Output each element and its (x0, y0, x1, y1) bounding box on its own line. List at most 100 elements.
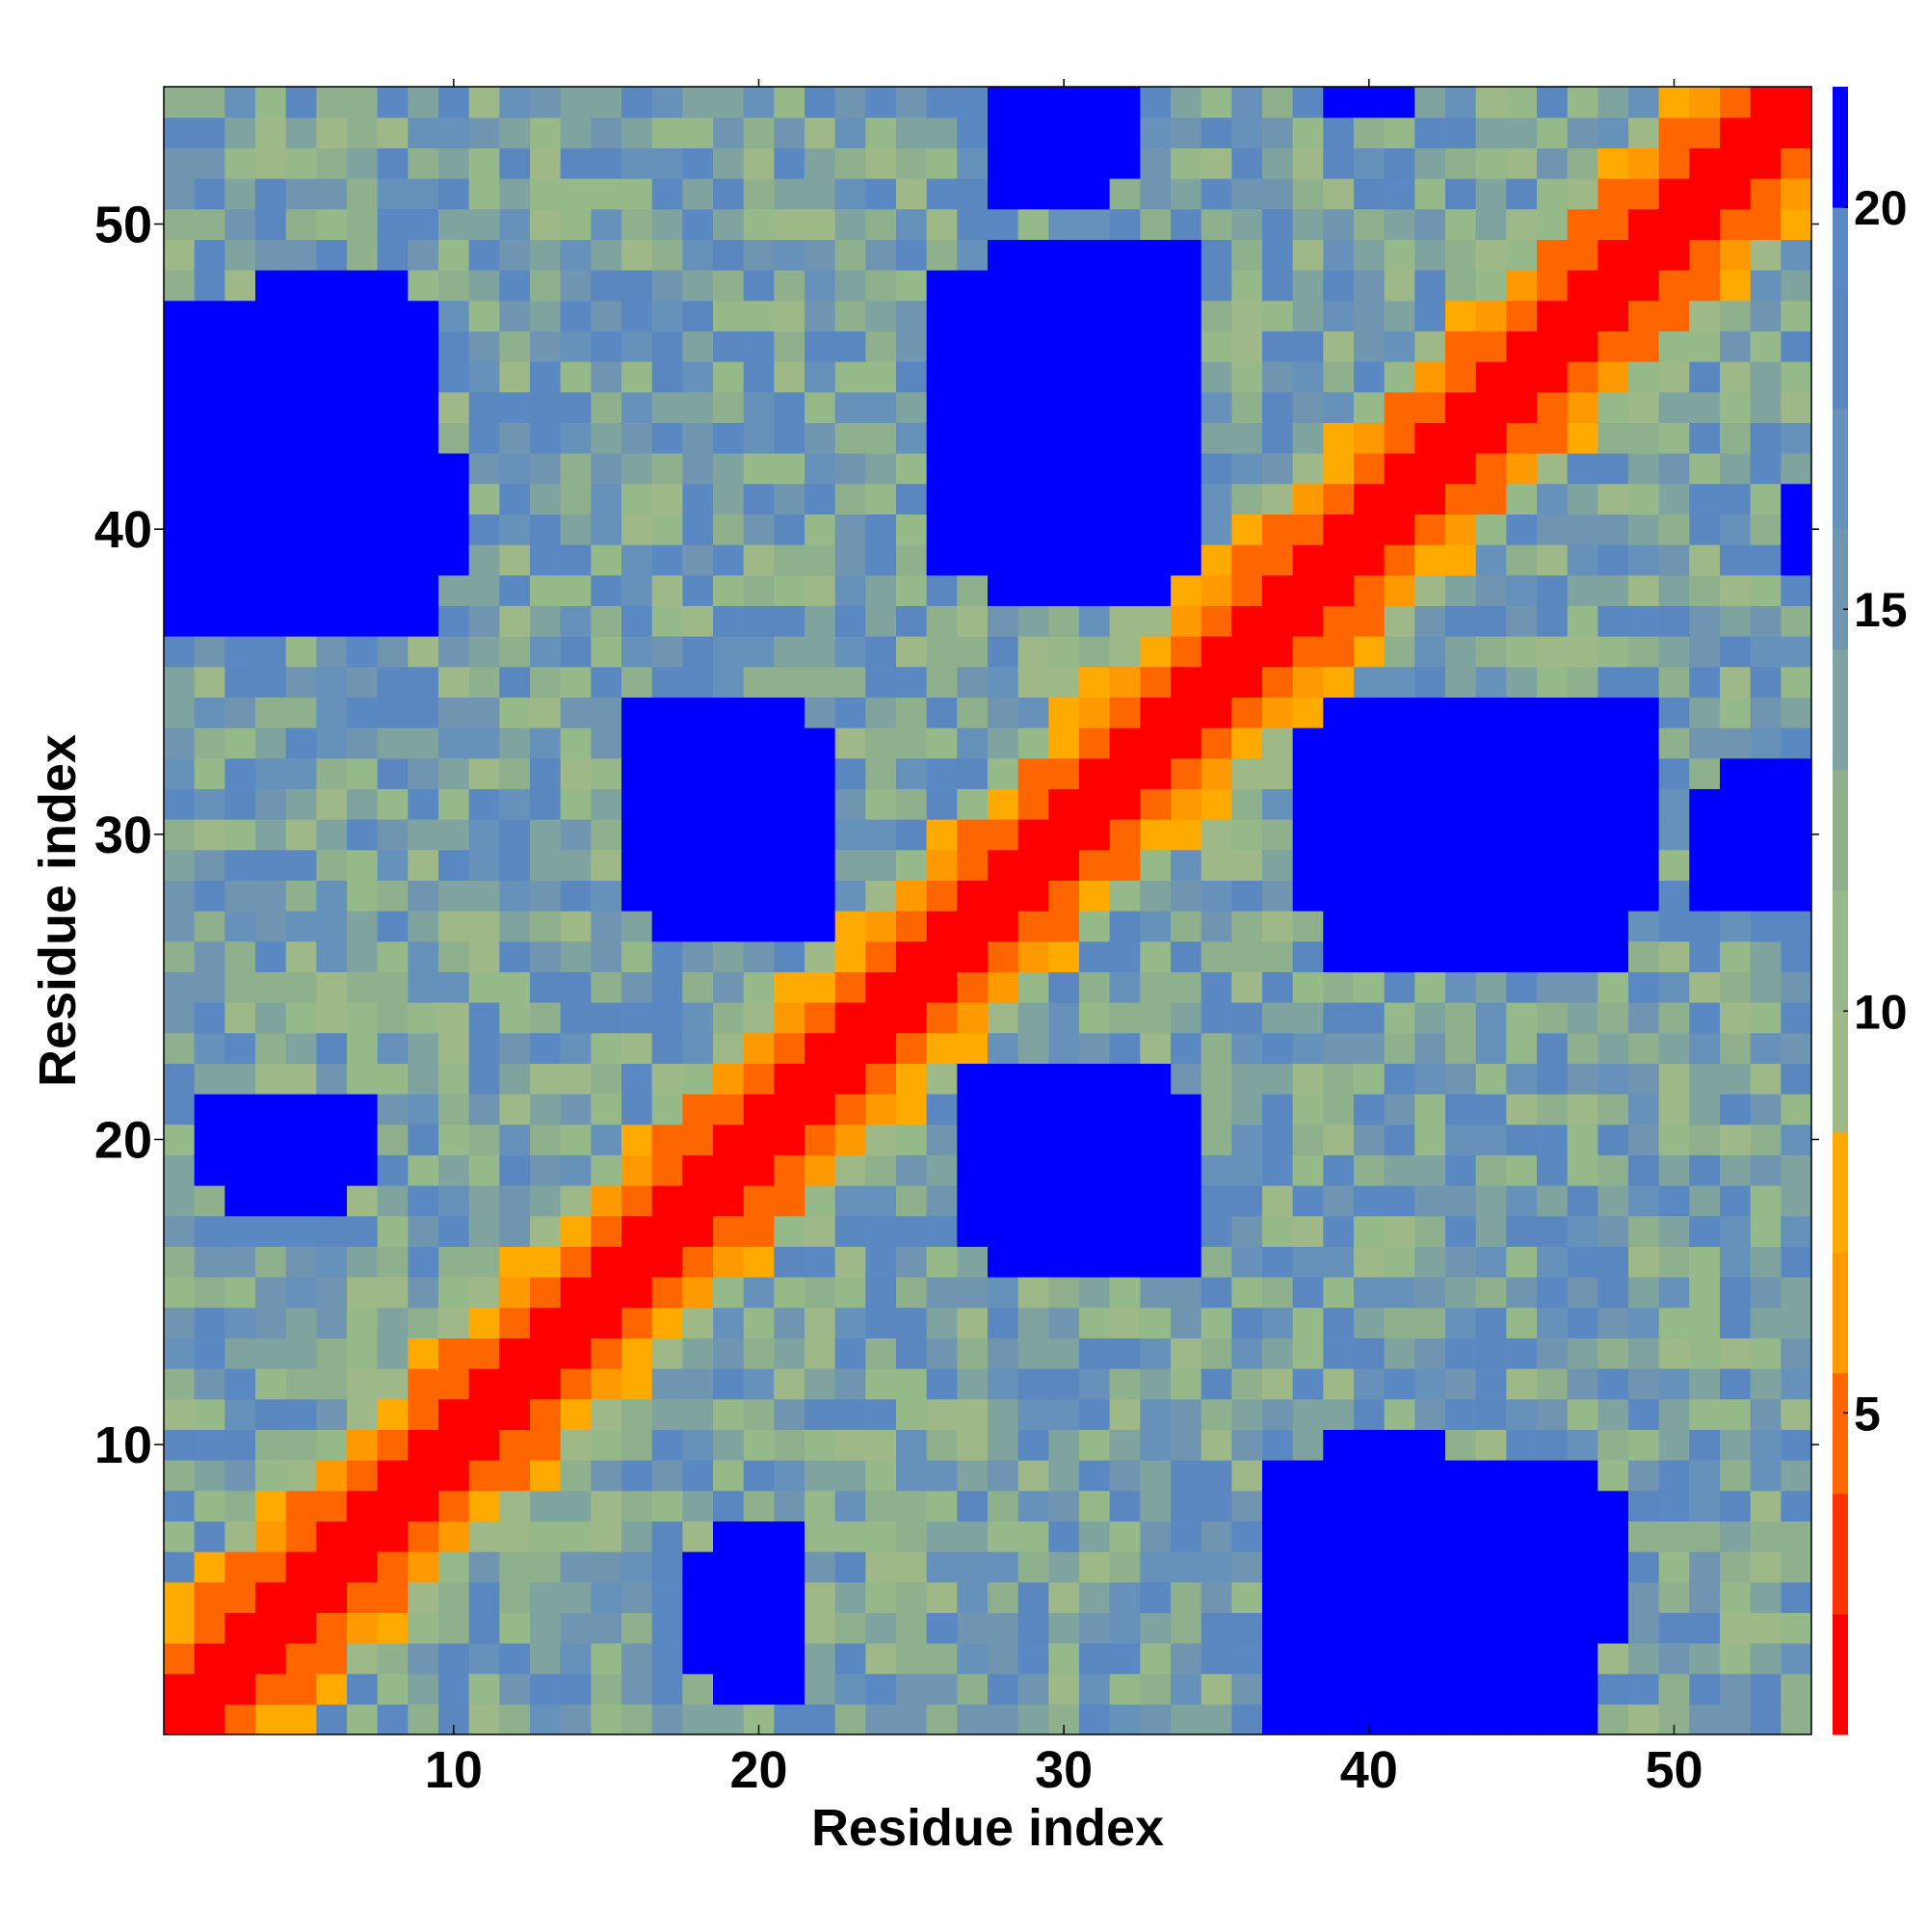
heatmap-cell (1506, 1246, 1538, 1278)
heatmap-cell (1445, 1521, 1477, 1552)
heatmap-cell (530, 239, 562, 271)
heatmap-cell (1323, 483, 1355, 515)
heatmap-cell (438, 1307, 470, 1338)
heatmap-cell (896, 1002, 928, 1034)
heatmap-cell (834, 1063, 866, 1095)
heatmap-cell (1475, 1368, 1507, 1400)
heatmap-cell (713, 849, 745, 881)
heatmap-cell (1628, 453, 1660, 485)
heatmap-cell (560, 1490, 592, 1522)
heatmap-cell (1537, 697, 1569, 728)
heatmap-cell (1628, 605, 1660, 637)
heatmap-cell (224, 514, 256, 545)
heatmap-cell (591, 1277, 622, 1309)
heatmap-cell (499, 1643, 531, 1675)
heatmap-cell (957, 636, 989, 668)
heatmap-cell (805, 208, 836, 240)
heatmap-cell (194, 300, 225, 331)
heatmap-cell (682, 117, 714, 148)
heatmap-cell (1140, 849, 1172, 881)
heatmap-cell (1354, 1490, 1386, 1522)
heatmap-cell (560, 788, 592, 820)
heatmap-cell (834, 1124, 866, 1155)
heatmap-cell (164, 270, 196, 302)
heatmap-cell (1079, 1124, 1111, 1155)
heatmap-cell (468, 757, 500, 789)
heatmap-cell (1292, 636, 1324, 668)
heatmap-cell (1445, 1643, 1477, 1675)
heatmap-cell (1109, 940, 1141, 972)
heatmap-cell (1048, 1581, 1080, 1613)
heatmap-cell (713, 1337, 745, 1369)
heatmap-cell (957, 1277, 989, 1309)
heatmap-cell (1720, 911, 1752, 942)
heatmap-cell (499, 1673, 531, 1705)
heatmap-cell (926, 971, 958, 1003)
heatmap-cell (743, 1398, 775, 1430)
heatmap-cell (377, 300, 409, 331)
heatmap-cell (1567, 819, 1598, 851)
heatmap-cell (988, 1215, 1019, 1247)
heatmap-cell (194, 117, 225, 148)
heatmap-cell (1354, 849, 1386, 881)
heatmap-cell (834, 1551, 866, 1583)
heatmap-cell (1537, 453, 1569, 485)
heatmap-cell (957, 1032, 989, 1064)
heatmap-cell (1781, 636, 1812, 668)
heatmap-cell (621, 605, 653, 637)
heatmap-cell (774, 1032, 805, 1064)
heatmap-cell (896, 1551, 928, 1583)
heatmap-cell (1201, 1215, 1232, 1247)
heatmap-cell (682, 1094, 714, 1125)
heatmap-cell (1171, 1612, 1202, 1644)
heatmap-cell (774, 361, 805, 393)
heatmap-cell (834, 880, 866, 912)
heatmap-cell (774, 1185, 805, 1217)
heatmap-cell (651, 544, 683, 576)
heatmap-cell (316, 1032, 348, 1064)
heatmap-cell (408, 1521, 439, 1552)
heatmap-cell (194, 1063, 225, 1095)
heatmap-cell (560, 697, 592, 728)
heatmap-cell (1658, 911, 1690, 942)
heatmap-cell (1048, 1124, 1080, 1155)
heatmap-cell (1109, 1429, 1141, 1461)
heatmap-cell (316, 361, 348, 393)
heatmap-cell (438, 971, 470, 1003)
heatmap-cell (499, 911, 531, 942)
heatmap-cell (1079, 300, 1111, 331)
heatmap-cell (1414, 1551, 1446, 1583)
heatmap-cell (1506, 1460, 1538, 1492)
heatmap-cell (1597, 514, 1629, 545)
heatmap-cell (408, 728, 439, 759)
heatmap-cell (1109, 87, 1141, 119)
heatmap-cell (1079, 331, 1111, 362)
heatmap-cell (224, 422, 256, 454)
heatmap-cell (1475, 544, 1507, 576)
heatmap-cell (834, 849, 866, 881)
heatmap-cell (1720, 147, 1752, 179)
heatmap-cell (1506, 574, 1538, 606)
heatmap-cell (1750, 1429, 1782, 1461)
heatmap-cell (316, 1704, 348, 1735)
heatmap-cell (285, 1215, 317, 1247)
heatmap-cell (1750, 636, 1782, 668)
heatmap-cell (1628, 1154, 1660, 1186)
heatmap-cell (255, 117, 287, 148)
heatmap-cell (1048, 208, 1080, 240)
heatmap-cell (560, 147, 592, 179)
heatmap-cell (591, 1002, 622, 1034)
heatmap-cell (1537, 666, 1569, 698)
heatmap-cell (1231, 1460, 1263, 1492)
heatmap-cell (255, 1643, 287, 1675)
heatmap-cell (743, 697, 775, 728)
heatmap-cell (316, 849, 348, 881)
heatmap-cell (1140, 1551, 1172, 1583)
heatmap-cell (957, 1673, 989, 1705)
heatmap-cell (651, 1551, 683, 1583)
heatmap-cell (1658, 574, 1690, 606)
heatmap-cell (224, 87, 256, 119)
heatmap-cell (347, 208, 379, 240)
heatmap-cell (834, 1673, 866, 1705)
heatmap-cell (621, 270, 653, 302)
